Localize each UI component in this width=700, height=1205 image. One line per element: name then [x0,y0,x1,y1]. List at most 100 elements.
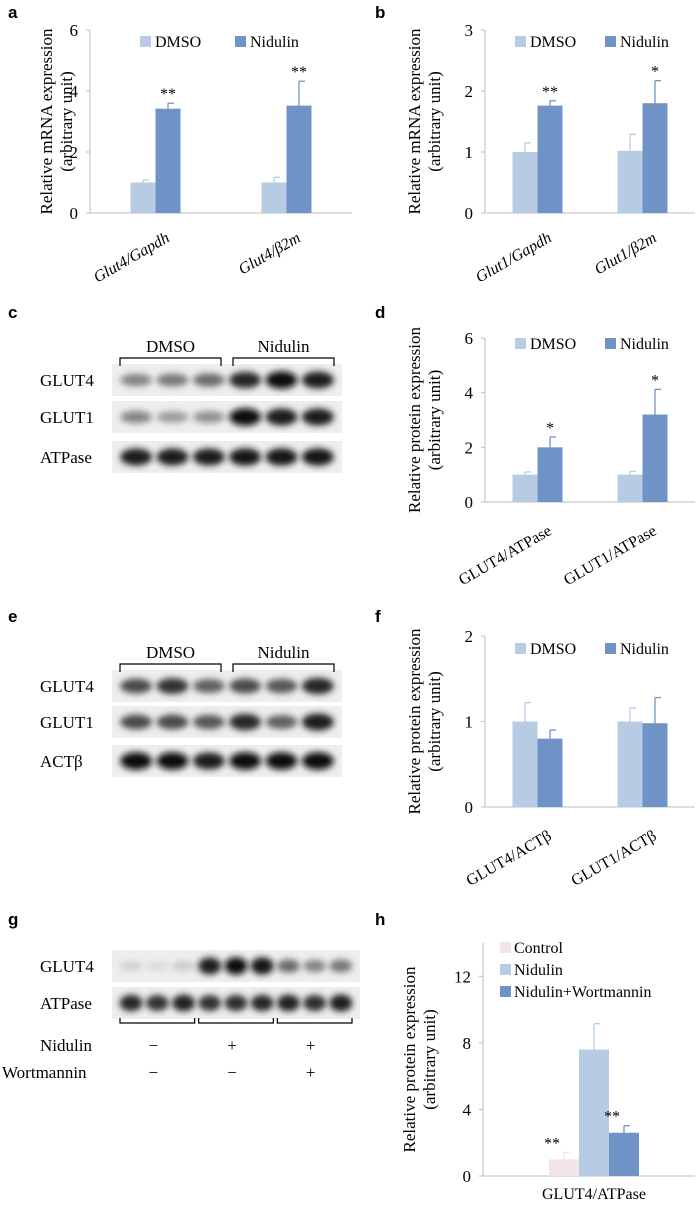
blot-band [250,994,274,1012]
legend-swatch [515,643,526,654]
blot-band [301,371,334,389]
legend-label: DMSO [530,34,576,51]
group-bracket [198,1018,274,1024]
group-label: Nidulin [258,643,310,662]
legend-label: Nidulin [514,962,563,979]
panel-letter-b: b [375,3,385,22]
category-label: Glut4/Gapdh [91,229,173,286]
blot-band [120,373,153,387]
chart-b: 0 1 2 3 Relative mRNA expression (arbitrary u… [405,21,695,286]
panel-letter-c: c [8,303,17,322]
blot-band [198,995,222,1011]
blot-band [120,448,153,466]
bar [155,108,181,213]
blot-band [303,994,327,1012]
y-tick-label: 4 [465,384,474,403]
y-axis-label: (arbitrary unit) [425,370,444,471]
bar [617,150,643,213]
blot-band [119,994,143,1012]
group-bracket [232,357,335,366]
legend-swatch [605,338,616,349]
y-tick-label: 1 [465,143,474,162]
category-label: Glut1/β2m [592,229,660,278]
category-label: GLUT4/ATPase [542,1186,646,1203]
y-tick-label: 0 [465,798,474,817]
legend-swatch [500,942,511,953]
western-blot-c: GLUT4 GLUT1 ATPase DMSO Nidulin [40,337,342,473]
chart-d: 0 2 4 6 Relative protein expression (arbitrar… [405,327,695,589]
blot-band [229,371,262,389]
category-label: Glut1/Gapdh [473,229,555,286]
blot-row-label: GLUT4 [40,371,94,390]
legend-swatch [605,36,616,47]
significance-label: * [546,420,554,437]
blot-band [120,714,153,730]
legend-swatch [500,964,511,975]
blot-band [303,959,327,973]
legend-swatch [605,643,616,654]
bar [130,182,156,213]
blot-band [224,994,248,1012]
group-label: Nidulin [258,337,310,356]
category-label: GLUT1/ACTβ [569,827,660,889]
treatment-sign: − [149,1036,159,1055]
significance-label: ** [160,86,176,103]
y-tick-label: 2 [465,627,474,646]
blot-band [229,713,262,731]
y-tick-label: 0 [465,493,474,512]
category-label: GLUT4/ATPase [456,522,555,589]
y-axis-label: (arbitrary unit) [420,1009,439,1110]
legend-swatch [515,338,526,349]
group-bracket [119,663,222,672]
blot-band [329,994,353,1012]
y-axis-label: (arbitrary unit) [425,71,444,172]
group-label: DMSO [146,643,195,662]
blot-band [198,957,222,975]
y-tick-label: 0 [465,204,474,223]
category-label: GLUT1/ATPase [561,522,660,589]
blot-band [192,679,225,693]
blot-band [156,752,189,770]
western-blot-e: GLUT4 GLUT1 ACTβ DMSO Nidulin [40,643,342,777]
significance-label: ** [604,1109,620,1126]
legend-label: Nidulin [250,34,299,51]
blot-band [145,995,169,1011]
legend-label: DMSO [155,34,201,51]
significance-label: ** [291,64,307,81]
bar [537,105,563,213]
legend-label: DMSO [530,336,576,353]
y-tick-label: 2 [465,438,474,457]
legend-swatch [500,986,511,997]
bar [579,1049,609,1176]
legend-box [492,938,697,1008]
blot-row-label: GLUT1 [40,713,94,732]
y-tick-label: 2 [70,143,79,162]
significance-label: * [651,372,659,389]
blot-band [229,678,262,694]
chart-h: 0 4 8 12 Relative protein expression (arbitra… [400,938,697,1203]
treatment-label: Wortmannin [2,1063,87,1082]
y-tick-label: 12 [454,967,471,986]
significance-label: ** [542,84,558,101]
bar [617,721,643,807]
panel-letter-g: g [8,910,18,929]
blot-band [229,408,262,426]
blot-band [250,957,274,975]
blot-row-label: ATPase [40,448,92,467]
y-tick-label: 6 [70,21,79,40]
significance-label: * [651,64,659,81]
treatment-label: Nidulin [40,1036,92,1055]
blot-band [172,994,196,1012]
bar [512,474,538,502]
legend-label: Control [514,940,563,957]
blot-band [265,752,298,770]
bar [512,152,538,213]
panel-letter-f: f [375,607,381,626]
blot-band [265,448,298,466]
blot-band [224,957,248,975]
treatment-sign: − [149,1063,159,1082]
legend-label: DMSO [530,641,576,658]
blot-row-label: GLUT4 [40,957,94,976]
blot-band [265,371,298,389]
treatment-sign: + [306,1036,316,1055]
